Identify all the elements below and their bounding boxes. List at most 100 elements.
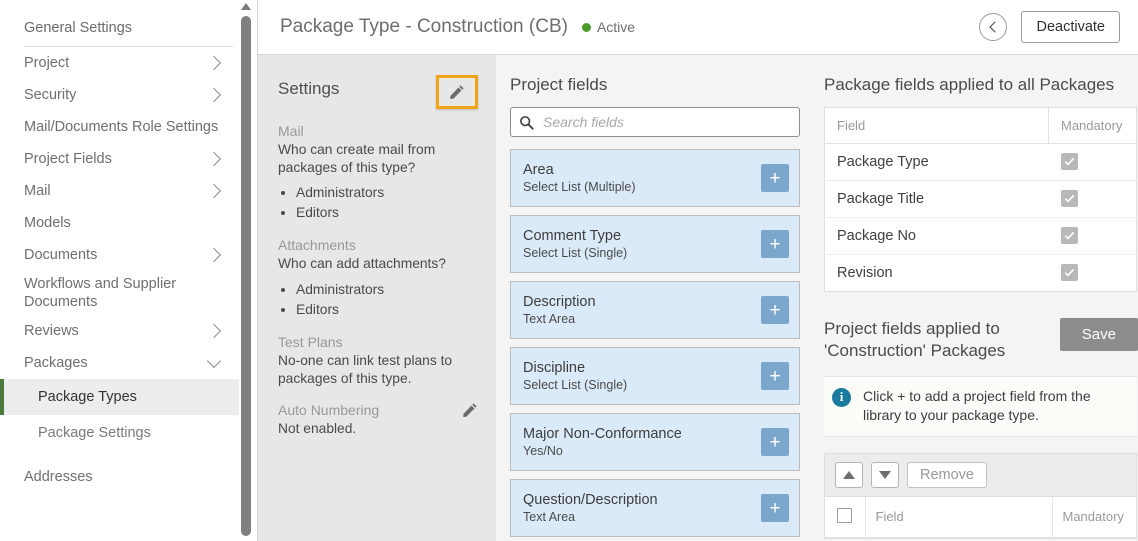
- field-card-type: Text Area: [523, 311, 576, 326]
- back-button[interactable]: [979, 13, 1008, 41]
- settings-group-bullets: Administrators Editors: [278, 183, 478, 223]
- status-label: Active: [596, 19, 636, 35]
- add-field-plus-icon[interactable]: +: [761, 494, 789, 522]
- search-icon: [520, 115, 534, 130]
- sidebar-item-addresses[interactable]: Addresses: [0, 461, 244, 493]
- package-fields-table: Field Mandatory Package Type: [824, 107, 1137, 292]
- cell-field: Package Title: [824, 180, 1049, 218]
- sidebar-subitem-label: Package Settings: [38, 425, 151, 441]
- pencil-icon: [463, 403, 477, 418]
- add-field-plus-icon[interactable]: +: [761, 362, 789, 390]
- sidebar-item-package-types[interactable]: Package Types: [0, 379, 244, 415]
- checkbox-checked-disabled-icon: [1060, 227, 1078, 244]
- cell-mandatory: [1049, 255, 1137, 292]
- project-field-card-area[interactable]: Area Select List (Multiple) +: [510, 149, 800, 207]
- chevron-right-icon: [206, 55, 222, 71]
- sidebar-item-mail[interactable]: Mail: [0, 175, 244, 207]
- arrow-down-icon: [879, 470, 891, 479]
- info-banner-text: Click + to add a project field from the …: [863, 387, 1091, 424]
- settings-group-title: Mail: [278, 123, 304, 139]
- table-header-row: Field Mandatory: [825, 496, 1136, 538]
- arrow-up-icon: [843, 470, 855, 479]
- project-field-card-question-description[interactable]: Question/Description Text Area +: [510, 479, 800, 537]
- settings-group-question: Who can create mail from packages of thi…: [278, 142, 436, 176]
- settings-group-question: Not enabled.: [278, 421, 357, 437]
- field-card-type: Yes/No: [523, 443, 563, 458]
- add-field-plus-icon[interactable]: +: [761, 230, 789, 258]
- settings-group-question: No-one can link test plans to packages o…: [278, 352, 453, 386]
- sidebar-item-label: Reviews: [24, 322, 79, 339]
- sidebar-subitem-label: Package Types: [38, 389, 137, 405]
- field-card-type: Text Area: [523, 509, 576, 524]
- sidebar-scrollbar[interactable]: [239, 0, 253, 541]
- deactivate-button[interactable]: Deactivate: [1021, 11, 1120, 43]
- applied-fields-table: Field Mandatory: [825, 496, 1136, 538]
- sidebar-item-models[interactable]: Models: [0, 207, 244, 239]
- chevron-right-icon: [206, 87, 222, 103]
- settings-group-mail: Mail Who can create mail from packages o…: [278, 123, 478, 223]
- sidebar-item-packages[interactable]: Packages: [0, 347, 244, 379]
- save-button[interactable]: Save: [1059, 318, 1138, 351]
- field-card-name: Discipline: [523, 359, 586, 376]
- search-fields-box[interactable]: [510, 107, 800, 137]
- sidebar-item-documents[interactable]: Documents: [0, 239, 244, 271]
- table-row: Package No: [824, 217, 1137, 255]
- project-fields-title: Project fields: [510, 75, 608, 94]
- settings-group-auto-numbering: Auto Numbering Not enabled.: [278, 402, 478, 438]
- project-field-card-discipline[interactable]: Discipline Select List (Single) +: [510, 347, 800, 405]
- table-row: Revision: [825, 255, 1137, 292]
- field-card-text: Discipline Select List (Single): [523, 359, 761, 394]
- add-field-plus-icon[interactable]: +: [761, 428, 789, 456]
- field-card-name: Area: [523, 161, 554, 178]
- move-down-button[interactable]: [871, 461, 899, 488]
- checkbox-checked-disabled-icon: [1060, 153, 1078, 170]
- scroll-up-arrow-icon[interactable]: [241, 3, 251, 10]
- settings-group-title: Auto Numbering: [278, 402, 380, 419]
- table-row: Package Type: [824, 143, 1137, 181]
- project-field-card-major-non-conformance[interactable]: Major Non-Conformance Yes/No +: [510, 413, 800, 471]
- project-field-card-description[interactable]: Description Text Area +: [510, 281, 800, 339]
- cell-field: Package No: [824, 217, 1049, 255]
- content-columns: Settings Mail Who can create mail from p…: [258, 55, 1138, 541]
- sidebar-item-workflows-and-supplier-documents[interactable]: Workflows and Supplier Documents: [0, 271, 244, 315]
- list-item: Editors: [296, 203, 478, 223]
- page-title: Package Type - Construction (CB): [280, 16, 568, 37]
- sidebar-item-project-fields[interactable]: Project Fields: [0, 143, 244, 175]
- edit-settings-button[interactable]: [436, 75, 478, 109]
- add-field-plus-icon[interactable]: +: [761, 296, 789, 324]
- scrollbar-thumb[interactable]: [241, 16, 251, 536]
- settings-header-row: Settings: [278, 75, 478, 109]
- cell-field: Package Type: [824, 143, 1049, 181]
- add-field-plus-icon[interactable]: +: [761, 164, 789, 192]
- sidebar-item-label: Mail: [24, 182, 51, 199]
- info-icon: i: [832, 387, 851, 407]
- sidebar-item-label: Security: [24, 86, 77, 103]
- sidebar-item-package-settings[interactable]: Package Settings: [0, 415, 244, 451]
- right-inner: Package fields applied to all Packages F…: [814, 75, 1138, 539]
- remove-button[interactable]: Remove: [907, 461, 987, 488]
- project-field-card-comment-type[interactable]: Comment Type Select List (Single) +: [510, 215, 800, 273]
- field-card-text: Comment Type Select List (Single): [523, 227, 761, 262]
- edit-auto-numbering-button[interactable]: [462, 402, 478, 418]
- chevron-down-icon: [206, 353, 222, 369]
- info-banner: i Click + to add a project field from th…: [824, 375, 1137, 437]
- sidebar-item-project[interactable]: Project: [0, 47, 244, 79]
- settings-sidebar: General Settings Project Security Mail/D…: [0, 0, 258, 541]
- sidebar-item-mail-documents-role-settings[interactable]: Mail/Documents Role Settings: [0, 111, 244, 143]
- package-fields-title: Package fields applied to all Packages: [824, 75, 1115, 94]
- column-header-mandatory: Mandatory: [1048, 107, 1137, 144]
- search-input[interactable]: [541, 113, 791, 131]
- list-item: Editors: [296, 300, 478, 320]
- sidebar-item-security[interactable]: Security: [0, 79, 244, 111]
- settings-group-attachments: Attachments Who can add attachments? Adm…: [278, 237, 478, 319]
- select-all-checkbox[interactable]: [837, 507, 853, 523]
- sidebar-item-label: Models: [24, 214, 71, 231]
- applied-fields-toolbar: Remove: [825, 453, 1136, 497]
- cell-mandatory: [1048, 217, 1137, 255]
- sidebar-item-label: Project Fields: [24, 150, 112, 167]
- settings-group-title-row: Auto Numbering: [278, 402, 478, 418]
- chevron-right-icon: [206, 323, 222, 339]
- sidebar-item-reviews[interactable]: Reviews: [0, 315, 244, 347]
- move-up-button[interactable]: [835, 461, 863, 488]
